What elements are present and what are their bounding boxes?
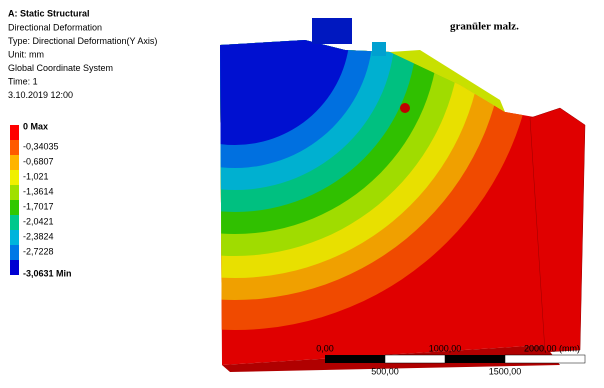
header-line: Time: 1 bbox=[8, 76, 38, 86]
scale-bar bbox=[505, 355, 585, 363]
scale-label: 2000,00 (mm) bbox=[524, 343, 580, 353]
scale-label: 1000,00 bbox=[429, 343, 462, 353]
legend-label: -0,6807 bbox=[23, 156, 54, 166]
probe-point bbox=[400, 103, 410, 113]
legend-label: -1,7017 bbox=[23, 201, 54, 211]
legend-label: -2,3824 bbox=[23, 231, 54, 241]
header-line: Unit: mm bbox=[8, 49, 44, 59]
legend-label: -3,0631 Min bbox=[23, 268, 72, 278]
legend-swatch bbox=[10, 140, 19, 155]
header-line: Global Coordinate System bbox=[8, 63, 113, 73]
legend-swatch bbox=[10, 260, 19, 275]
scale-label: 500,00 bbox=[371, 366, 399, 376]
legend-swatch bbox=[10, 170, 19, 185]
legend-swatch bbox=[10, 125, 19, 140]
model-block bbox=[312, 18, 352, 44]
legend-label: -2,7228 bbox=[23, 246, 54, 256]
legend-swatch bbox=[10, 155, 19, 170]
header-title: A: Static Structural bbox=[8, 8, 90, 18]
model-block bbox=[372, 42, 386, 56]
legend-swatch bbox=[10, 215, 19, 230]
legend-label: 0 Max bbox=[23, 121, 48, 131]
header-line: Type: Directional Deformation(Y Axis) bbox=[8, 36, 157, 46]
header-line: 3.10.2019 12:00 bbox=[8, 90, 73, 100]
scale-label: 1500,00 bbox=[489, 366, 522, 376]
legend-swatch bbox=[10, 230, 19, 245]
legend-swatch bbox=[10, 200, 19, 215]
header-line: Directional Deformation bbox=[8, 22, 102, 32]
legend-swatch bbox=[10, 185, 19, 200]
annotation: granüler malz. bbox=[450, 21, 519, 33]
scale-bar bbox=[385, 355, 445, 363]
viewport: A: Static Structural Directional Deforma… bbox=[0, 0, 604, 383]
legend-label: -1,3614 bbox=[23, 186, 54, 196]
legend-swatch bbox=[10, 245, 19, 260]
page: A: Static Structural Directional Deforma… bbox=[0, 0, 604, 383]
model-body bbox=[0, 0, 560, 380]
scale-bar bbox=[445, 355, 505, 363]
legend-label: -1,021 bbox=[23, 171, 49, 181]
legend-label: -0,34035 bbox=[23, 141, 59, 151]
legend-label: -2,0421 bbox=[23, 216, 54, 226]
scale-label: 0,00 bbox=[316, 343, 334, 353]
scale-bar bbox=[325, 355, 385, 363]
